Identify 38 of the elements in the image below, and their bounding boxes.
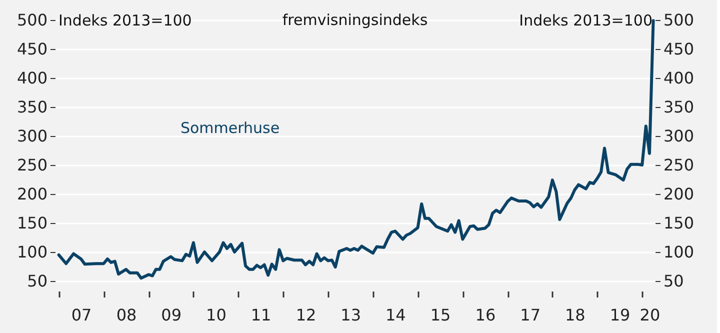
y-tick-label: 400 (16, 68, 48, 88)
y-tick-label: 450 (16, 40, 48, 58)
y-tick-label: 500 (16, 10, 48, 30)
y-tick-label: 150 (16, 214, 48, 232)
y2-tick-label: 100 (664, 242, 694, 262)
x-tick-label: 15 (430, 306, 451, 324)
x-tick-label: 07 (71, 306, 92, 324)
y-tick-label: 250 (16, 156, 48, 174)
y2-tick-label: 450 (664, 40, 694, 58)
y-axis-title: Indeks 2013=100 (58, 12, 192, 30)
text: Sommerhuse (180, 119, 280, 137)
y2-tick-label: 500 (664, 10, 694, 30)
x-tick-label: 08 (116, 306, 137, 324)
y-tick-label: 300 (16, 126, 48, 146)
y2-tick-label: 250 (664, 156, 694, 174)
chart-title: fremvisningsindeks (282, 11, 428, 29)
y2-tick-label: 150 (664, 214, 694, 232)
x-tick-label: 20 (640, 306, 660, 324)
x-tick-label: 16 (475, 306, 496, 324)
x-tick-label: 13 (340, 306, 362, 324)
x-tick-label: 11 (250, 306, 272, 324)
x-tick-label: 12 (296, 306, 316, 324)
y-tick-label: 200 (16, 184, 48, 204)
y2-tick-label: 350 (664, 98, 694, 116)
x-tick-label: 10 (206, 306, 226, 324)
y2-tick-label: 400 (664, 68, 694, 88)
x-tick-label: 19 (610, 306, 630, 324)
y-tick-label: 50 (27, 272, 48, 290)
x-tick-label: 18 (564, 306, 586, 324)
y2-tick-label: 50 (664, 272, 684, 290)
x-tick-label: 09 (161, 306, 182, 324)
x-tick-label: 17 (520, 306, 540, 324)
y-tick-label: 100 (16, 242, 48, 262)
y-tick-label: 350 (16, 98, 48, 116)
y2-tick-label: 300 (664, 126, 694, 146)
x-tick-label: 14 (385, 306, 406, 324)
y2-tick-label: 200 (664, 184, 694, 204)
y2-axis-title: Indeks 2013=100 (519, 12, 652, 30)
